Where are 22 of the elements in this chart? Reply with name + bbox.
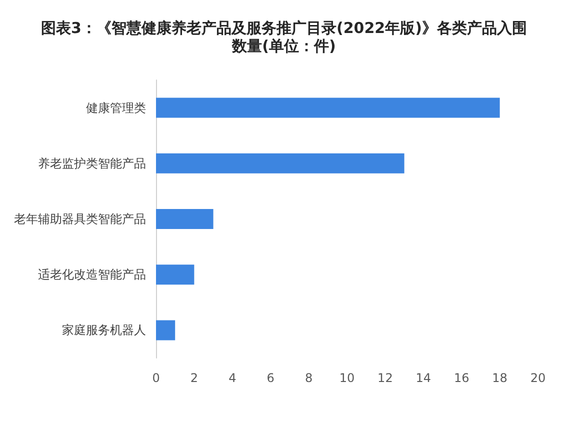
bar [156, 98, 500, 118]
x-tick-label: 20 [530, 371, 546, 385]
x-tick-label: 14 [416, 371, 432, 385]
y-tick-label: 老年辅助器具类智能产品 [14, 212, 146, 226]
bar [156, 209, 214, 229]
x-tick-label: 6 [266, 371, 274, 385]
bar [156, 320, 176, 340]
chart-title: 图表3：《智慧健康养老产品及服务推广目录(2022年版)》各类产品入围数量(单位：件) [41, 19, 527, 55]
bar [156, 264, 194, 285]
y-tick-label: 养老监护类智能产品 [38, 156, 146, 170]
x-tick-label: 4 [228, 371, 236, 385]
x-tick-label: 10 [339, 371, 355, 385]
bar [156, 153, 404, 174]
x-tick-label: 18 [492, 371, 508, 385]
y-tick-label: 家庭服务机器人 [62, 323, 146, 338]
x-tick-label: 12 [378, 371, 393, 385]
y-tick-label: 健康管理类 [86, 100, 146, 115]
x-tick-label: 0 [152, 371, 160, 385]
x-tick-label: 8 [304, 371, 313, 385]
x-tick-label: 2 [190, 371, 198, 385]
x-tick-label: 16 [454, 371, 470, 385]
y-tick-label: 适老化改造智能产品 [38, 268, 146, 282]
